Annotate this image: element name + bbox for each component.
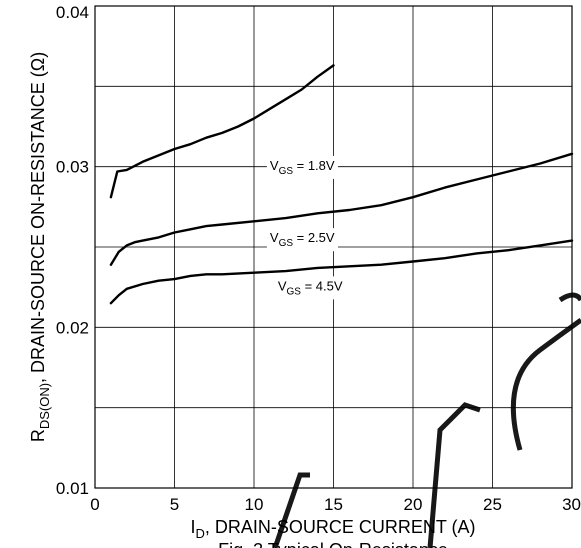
plot-frame xyxy=(94,5,573,489)
series-label-text: VGS = 4.5V xyxy=(278,278,343,297)
x-tick-label: 30 xyxy=(562,495,581,514)
x-tick-label: 15 xyxy=(324,495,343,514)
y-tick-label: 0.01 xyxy=(56,479,89,498)
y-tick-label: 0.02 xyxy=(56,318,89,337)
series-label-subscript: GS xyxy=(287,286,302,297)
series-label-main: V xyxy=(278,278,287,293)
x-tick-label: 10 xyxy=(245,495,264,514)
series-label-3: VGS = 4.5V xyxy=(274,276,346,300)
x-tick-label: 0 xyxy=(90,495,99,514)
series-label-text: VGS = 1.8V xyxy=(270,158,335,177)
series-label-background xyxy=(266,155,338,179)
y-tick-label: 0.03 xyxy=(56,158,89,177)
series-label-subscript: GS xyxy=(279,166,294,177)
series-label-main: V xyxy=(270,230,279,245)
x-tick-label: 5 xyxy=(170,495,179,514)
series-label-rest: = 4.5V xyxy=(301,278,343,293)
series-label-rest: = 1.8V xyxy=(293,158,335,173)
series-label-rest: = 2.5V xyxy=(293,230,335,245)
series-line-3 xyxy=(109,239,574,305)
tick-labels: 0 5 10 15 20 25 30 0.01 0.02 0.03 0.04 xyxy=(56,3,581,514)
series-label-background xyxy=(274,276,346,300)
x-axis-label: ID, DRAIN-SOURCE CURRENT (A) xyxy=(190,517,475,541)
curves xyxy=(109,64,574,305)
x-tick-label: 25 xyxy=(483,495,502,514)
y-axis-label: RDS(ON), DRAIN-SOURCE ON-RESISTANCE (Ω) xyxy=(28,52,52,442)
x-tick-label: 20 xyxy=(404,495,423,514)
series-label-main: V xyxy=(270,158,279,173)
series-line-2 xyxy=(109,152,574,266)
series-label-background xyxy=(266,228,338,252)
watermark-logo xyxy=(272,292,581,548)
series-label-subscript: GS xyxy=(279,238,294,249)
series-label-1: VGS = 1.8V xyxy=(266,155,338,179)
y-tick-label: 0.04 xyxy=(56,3,89,22)
figure-caption: Fig. 3 Typical On-Resistance xyxy=(218,540,448,548)
series-line-1 xyxy=(109,64,335,199)
series-label-2: VGS = 2.5V xyxy=(266,228,338,252)
series-label-text: VGS = 2.5V xyxy=(270,230,335,249)
